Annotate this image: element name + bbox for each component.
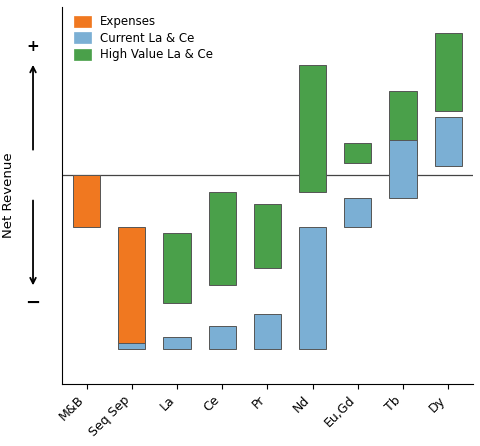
Legend: Expenses, Current La & Ce, High Value La & Ce: Expenses, Current La & Ce, High Value La…: [72, 13, 216, 64]
Bar: [254, 204, 281, 268]
Text: −: −: [25, 294, 41, 312]
Bar: [389, 91, 417, 155]
Bar: [389, 140, 417, 198]
Bar: [209, 193, 236, 285]
Bar: [299, 65, 326, 193]
Bar: [435, 33, 462, 112]
Text: Net Revenue: Net Revenue: [2, 153, 15, 238]
Bar: [118, 338, 145, 349]
Bar: [73, 175, 100, 227]
Bar: [344, 143, 372, 164]
Text: +: +: [27, 39, 39, 54]
Bar: [118, 227, 145, 343]
Bar: [164, 338, 191, 349]
Bar: [435, 117, 462, 166]
Bar: [209, 326, 236, 349]
Bar: [164, 233, 191, 303]
Bar: [254, 314, 281, 349]
Bar: [344, 198, 372, 227]
Bar: [299, 227, 326, 349]
